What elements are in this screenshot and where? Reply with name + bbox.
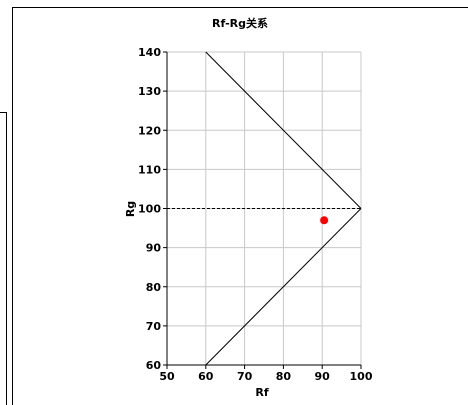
boundary-line [205, 51, 362, 209]
y-tick-label: 120 [138, 124, 161, 137]
y-tick-label: 130 [138, 85, 161, 98]
axes [163, 51, 362, 369]
y-tick-label: 100 [138, 203, 161, 216]
x-axis-label: Rf [255, 386, 268, 399]
x-tick-label: 60 [198, 370, 214, 383]
x-tick-label: 90 [315, 370, 331, 383]
chart-title: Rf-Rg关系 [212, 16, 268, 30]
boundary-line [205, 208, 362, 366]
x-tick-label: 80 [276, 370, 292, 383]
x-tick-label: 70 [237, 370, 253, 383]
left-panel-edge [0, 112, 7, 405]
x-tick-label: 100 [350, 370, 373, 383]
data-points [320, 216, 329, 225]
rf-rg-chart: Rf-Rg关系 50 60 70 80 90 1006070809010011012013… [124, 16, 373, 399]
y-tick-label: 60 [146, 359, 162, 372]
chart-frame: Rf-Rg关系 50 60 70 80 90 100 60 70 80 90 100 110 120 13… [12, 7, 468, 405]
boundary-lines [205, 51, 362, 366]
y-tick-label: 110 [138, 163, 161, 176]
y-tick-label: 90 [146, 242, 162, 255]
y-axis-label: Rg [124, 201, 137, 217]
y-tick-label: 80 [146, 281, 162, 294]
y-tick-label: 140 [138, 46, 161, 59]
data-point [320, 216, 329, 225]
y-tick-label: 70 [146, 320, 162, 333]
x-tick-label: 50 [159, 370, 175, 383]
